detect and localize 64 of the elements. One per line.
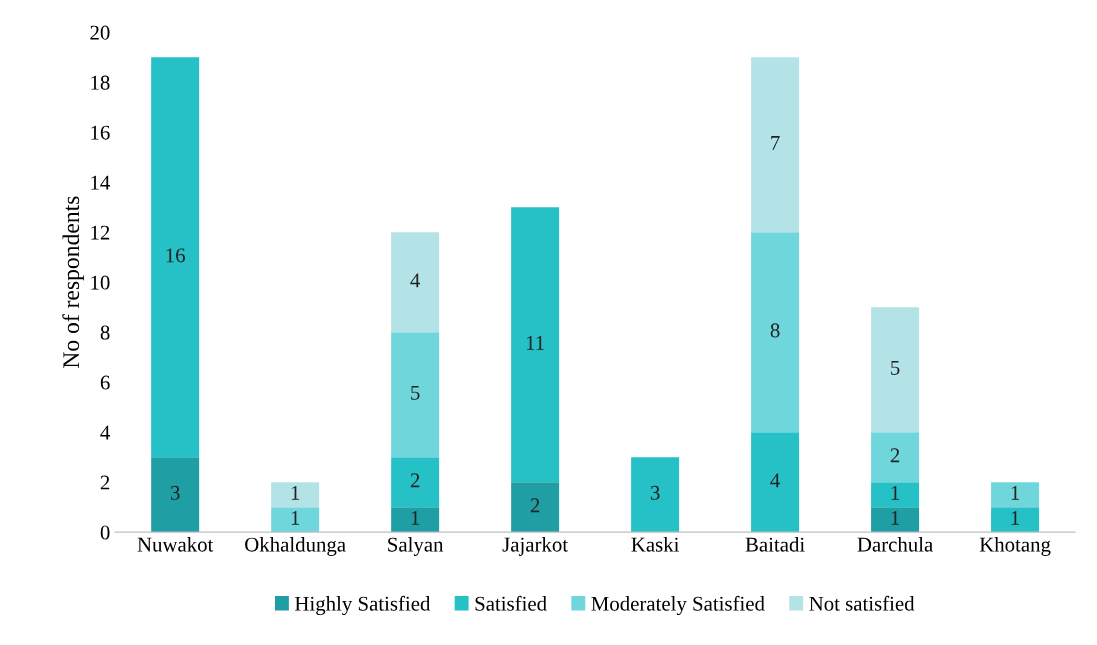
data-label: 2 <box>890 448 900 463</box>
data-label: 1 <box>291 485 300 500</box>
y-axis-title: No of respondents <box>62 196 84 369</box>
bar <box>991 507 1040 533</box>
bar <box>271 482 320 508</box>
data-label: 8 <box>770 323 780 338</box>
x-tick-label: Khotang <box>979 536 1051 556</box>
legend-label: Satisfied <box>475 595 547 611</box>
data-label: 1 <box>411 510 420 525</box>
data-label: 11 <box>526 335 544 350</box>
x-tick-label: Nuwakot <box>137 536 214 552</box>
data-label: 2 <box>410 473 420 488</box>
x-tick-label: Baitadi <box>745 536 805 552</box>
y-tick-label: 8 <box>100 325 110 340</box>
data-label: 5 <box>411 386 420 400</box>
y-tick-label: 4 <box>100 425 110 440</box>
data-label: 3 <box>170 485 180 500</box>
data-label: 4 <box>410 273 421 288</box>
x-tick-label: Kaski <box>631 536 680 552</box>
data-label: 3 <box>650 485 660 500</box>
data-label: 1 <box>1011 510 1020 525</box>
data-label: 4 <box>770 473 780 488</box>
bar <box>631 457 680 533</box>
data-label: 7 <box>771 136 780 150</box>
x-tick-label: Okhaldunga <box>245 536 346 556</box>
data-label: 5 <box>891 361 900 375</box>
data-label: 2 <box>530 498 540 513</box>
y-tick-label: 2 <box>100 475 110 490</box>
bar <box>511 207 560 483</box>
bar <box>511 482 560 533</box>
bar <box>151 57 200 458</box>
x-tick-label: Jajarkot <box>502 536 568 556</box>
bar <box>871 432 920 483</box>
bar <box>871 482 920 508</box>
y-tick-label: 14 <box>91 175 110 190</box>
bar <box>271 507 320 533</box>
bar <box>391 457 440 508</box>
legend-label: Moderately Satisfied <box>591 595 765 616</box>
y-tick-label: 6 <box>100 375 110 390</box>
data-label: 1 <box>891 510 900 525</box>
y-tick-label: 0 <box>100 525 110 540</box>
bar <box>751 57 800 233</box>
y-tick-label: 18 <box>91 75 110 90</box>
bar <box>991 482 1040 508</box>
bar <box>751 432 800 533</box>
data-label: 1 <box>891 485 900 500</box>
bar <box>871 307 920 433</box>
y-tick-label: 16 <box>91 125 110 140</box>
legend-label: Highly Satisfied <box>295 595 431 616</box>
y-tick-label: 12 <box>91 225 110 240</box>
data-label: 1 <box>1011 485 1020 500</box>
legend-label: Not satisfied <box>809 595 915 611</box>
x-tick-label: Salyan <box>388 536 444 556</box>
bar <box>391 507 440 533</box>
data-label: 16 <box>166 248 185 263</box>
bar <box>871 507 920 533</box>
bar <box>391 332 440 458</box>
bar <box>751 232 800 433</box>
bar <box>151 457 200 533</box>
y-tick-label: 10 <box>91 275 110 290</box>
bar <box>391 232 440 333</box>
x-tick-label: Darchula <box>857 536 933 552</box>
data-label: 1 <box>291 510 300 525</box>
y-tick-label: 20 <box>90 25 110 40</box>
